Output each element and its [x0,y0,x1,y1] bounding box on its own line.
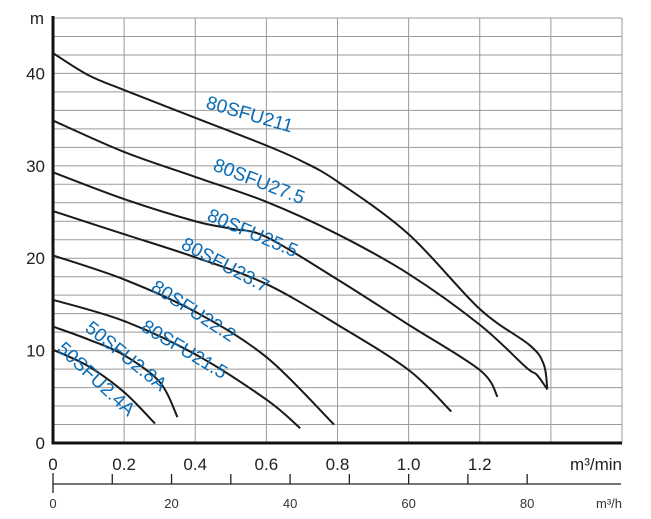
x-tick-label: 0.2 [112,455,136,474]
secondary-x-tick-label: 60 [401,496,415,511]
y-tick-label: 0 [36,434,45,453]
x-tick-label: 0.4 [183,455,207,474]
x-axis-label: m³/min [570,455,622,474]
y-tick-label: 10 [26,342,45,361]
y-tick-label: 20 [26,249,45,268]
y-tick-label: 30 [26,157,45,176]
curve-80sfu211 [52,52,549,390]
x-tick-label: 0 [48,455,57,474]
x-tick-label: 1.2 [468,455,492,474]
curve-label: 80SFU211 [204,93,296,138]
curve-80sfu27-5 [52,119,549,390]
secondary-x-tick-label: 80 [520,496,534,511]
x-tick-label: 0.6 [255,455,279,474]
curve-80sfu21-5 [52,298,301,429]
secondary-x-tick-label: 20 [164,496,178,511]
curve-80sfu25-5 [52,171,499,398]
curve-50sfu2-8a [52,325,179,418]
curve-80sfu22-2 [52,254,335,426]
secondary-x-tick-label: 40 [283,496,297,511]
curve-label: 80SFU27.5 [210,155,307,209]
y-tick-label: 40 [26,64,45,83]
curve-50sfu2-4a [52,348,156,425]
curve-80sfu23-7 [52,210,452,413]
secondary-x-axis-label: m³/h [596,496,622,511]
y-axis-label: m [30,9,44,28]
x-tick-label: 1.0 [397,455,421,474]
x-tick-label: 0.8 [326,455,350,474]
secondary-x-tick-label: 0 [49,496,56,511]
